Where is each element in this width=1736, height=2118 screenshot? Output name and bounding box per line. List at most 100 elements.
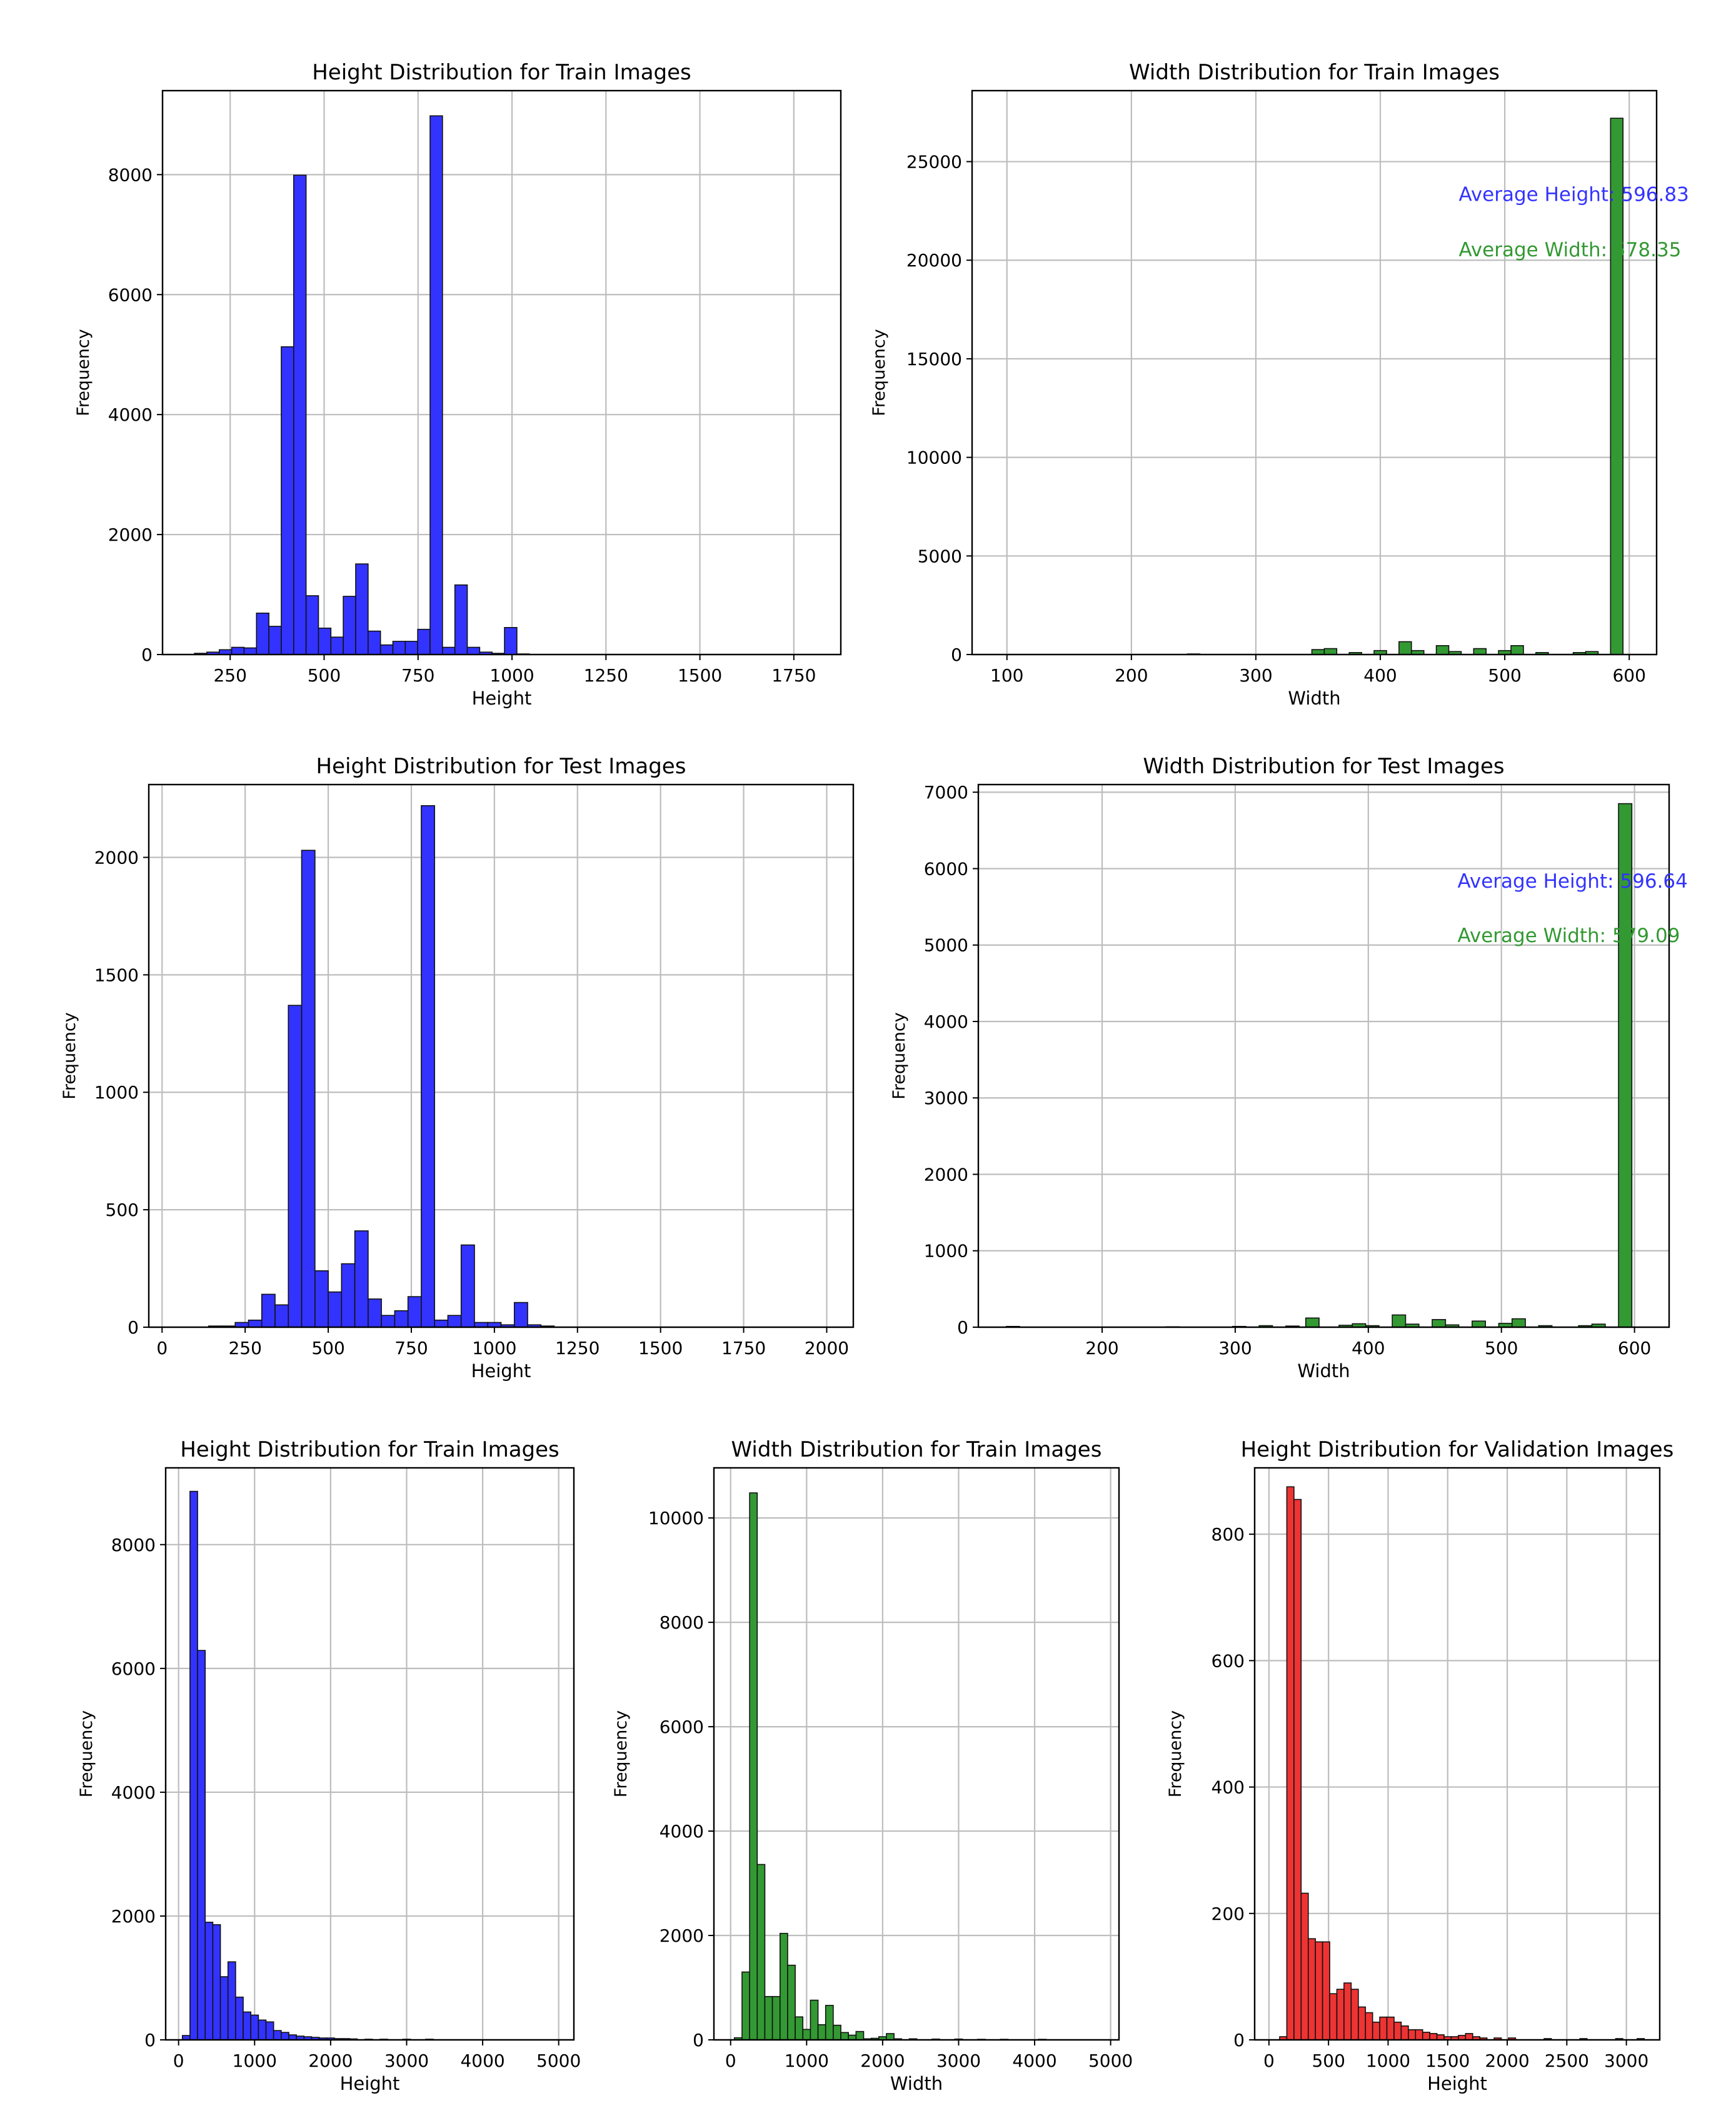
- histogram-bar: [281, 346, 294, 655]
- histogram-bar: [1400, 2025, 1409, 2040]
- plot-frame: [164, 1467, 575, 2041]
- y-tick-label: 5000: [924, 935, 968, 956]
- x-tick-label: 500: [1312, 2050, 1345, 2071]
- x-tick-label: 500: [308, 665, 341, 686]
- chart-panel-2: 100 200 300 400 500 600 0 5000 10000 15000 20000 25…: [870, 60, 1689, 709]
- y-axis-label: Frequency: [870, 329, 889, 416]
- x-tick-label: 2000: [860, 2050, 905, 2071]
- histogram-bar: [1329, 1993, 1338, 2040]
- x-tick-label: 1750: [771, 665, 816, 686]
- y-axis-label: Frequency: [77, 1710, 96, 1798]
- y-tick-label: 6000: [924, 858, 968, 879]
- x-tick-label: 1750: [721, 1338, 766, 1358]
- histogram-bar: [293, 174, 307, 655]
- histogram-bar: [1398, 641, 1412, 655]
- histogram-bar: [886, 2033, 895, 2040]
- annotation-label: Average Width: 578.35: [1458, 239, 1681, 261]
- y-axis-label: Frequency: [1166, 1710, 1185, 1798]
- x-tick-label: 1250: [584, 665, 628, 686]
- x-tick-label: 1000: [233, 2050, 277, 2071]
- histogram-bar: [1436, 2034, 1445, 2040]
- histogram-bar: [281, 2032, 289, 2040]
- y-tick-label: 2000: [94, 847, 139, 868]
- histogram-bar: [442, 646, 456, 655]
- y-tick-label: 6000: [111, 1659, 156, 1679]
- y-tick-label: 200: [1212, 1904, 1245, 1924]
- histogram-bar: [341, 1263, 356, 1328]
- histogram-bar: [466, 646, 481, 655]
- histogram-bar: [1365, 2012, 1373, 2040]
- histogram-bar: [368, 1298, 382, 1328]
- histogram-bar: [243, 647, 258, 655]
- y-tick-label: 800: [1212, 1524, 1245, 1545]
- x-tick-label: 1500: [638, 1338, 683, 1358]
- histogram-bar: [265, 2021, 274, 2040]
- histogram-bar: [407, 1296, 422, 1328]
- histogram-bar: [840, 2032, 849, 2040]
- histogram-bar: [301, 850, 316, 1328]
- histogram-bar: [802, 2029, 811, 2040]
- x-tick-label: 3000: [384, 2050, 429, 2071]
- y-tick-label: 4000: [924, 1011, 968, 1032]
- x-tick-label: 0: [173, 2050, 184, 2071]
- x-tick-label: 2000: [805, 1338, 849, 1358]
- x-tick-label: 0: [1263, 2050, 1275, 2071]
- histogram-bar: [1511, 1318, 1526, 1328]
- chart-panel-7: 0 500 1000 1500 2000 2500 3000 0 200 400 600 800 Hei…: [1166, 1437, 1673, 2094]
- histogram-bar: [447, 1315, 462, 1328]
- chart-title: Height Distribution for Train Images: [312, 60, 691, 85]
- histogram-bar: [1392, 1314, 1407, 1328]
- plot-frame: [161, 89, 842, 656]
- histogram-bar: [1336, 1989, 1345, 2040]
- histogram-bar: [379, 644, 394, 655]
- x-axis-label: Width: [890, 2073, 943, 2094]
- histogram-bar: [1322, 1941, 1330, 2040]
- histogram-bar: [1307, 1938, 1316, 2040]
- histogram-bar: [355, 563, 369, 655]
- histogram-bar: [235, 1996, 244, 2040]
- histogram-bar: [1473, 648, 1487, 655]
- histogram-bar: [460, 1244, 475, 1328]
- histogram-bar: [1432, 1318, 1447, 1328]
- x-tick-label: 1250: [555, 1338, 600, 1358]
- y-tick-label: 1000: [94, 1082, 139, 1103]
- x-tick-label: 2500: [1545, 2050, 1589, 2071]
- annotation-label: Average Height: 596.64: [1457, 870, 1687, 893]
- x-tick-label: 200: [1085, 1338, 1118, 1358]
- x-tick-label: 300: [1239, 665, 1272, 686]
- histogram-bar: [328, 1291, 343, 1328]
- x-tick-label: 1500: [1425, 2050, 1470, 2071]
- x-tick-label: 400: [1352, 1338, 1385, 1358]
- histogram-bar: [314, 1270, 329, 1328]
- chart-title: Height Distribution for Test Images: [316, 754, 686, 779]
- histogram-bar: [243, 2011, 251, 2040]
- histogram-bar: [268, 626, 282, 655]
- y-tick-label: 1500: [94, 965, 139, 985]
- histogram-bar: [392, 641, 406, 655]
- x-tick-label: 600: [1618, 1338, 1651, 1358]
- histogram-bar: [1372, 2021, 1380, 2040]
- histogram-bar: [1415, 2029, 1423, 2040]
- histogram-bar: [261, 1293, 276, 1328]
- y-tick-label: 6000: [660, 1717, 704, 1737]
- histogram-bar: [749, 1492, 758, 2040]
- histogram-bar: [204, 1922, 214, 2040]
- histogram-bar: [1422, 2032, 1430, 2040]
- histogram-bar: [504, 627, 518, 655]
- histogram-bar: [855, 2030, 865, 2040]
- x-tick-label: 5000: [536, 2050, 581, 2071]
- histogram-bar: [1305, 1317, 1320, 1328]
- y-tick-label: 0: [141, 645, 153, 665]
- histogram-bar: [212, 1924, 221, 2040]
- histogram-bar: [1358, 2006, 1367, 2040]
- y-tick-label: 5000: [918, 546, 962, 566]
- histogram-bar: [434, 1319, 449, 1328]
- histogram-bar: [779, 1932, 788, 2040]
- y-tick-label: 20000: [906, 250, 962, 271]
- histogram-bar: [1323, 648, 1338, 655]
- histogram-bar: [795, 2016, 804, 2040]
- x-tick-label: 100: [990, 665, 1023, 686]
- y-axis-label: Frequency: [74, 329, 93, 416]
- plot-frame: [148, 783, 855, 1328]
- x-tick-label: 0: [156, 1338, 168, 1358]
